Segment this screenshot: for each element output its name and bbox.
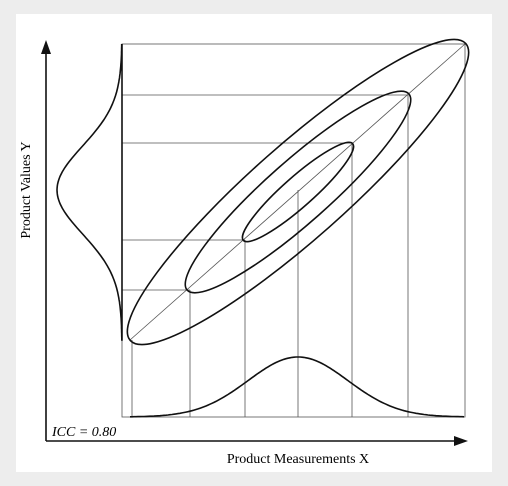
annotation: ICC = 0.80 (51, 425, 116, 440)
inner-ellipse (241, 141, 355, 243)
outer-ellipse (126, 38, 470, 346)
y-distribution (56, 44, 123, 341)
y-axis-arrow (41, 40, 51, 54)
middle-ellipse (184, 90, 412, 294)
y-axis-label: Product Values Y (19, 141, 34, 238)
diagram-shapes (41, 38, 470, 446)
x-axis-arrow (454, 436, 468, 446)
x-distribution (130, 356, 465, 418)
x-axis-label: Product Measurements X (227, 452, 369, 467)
